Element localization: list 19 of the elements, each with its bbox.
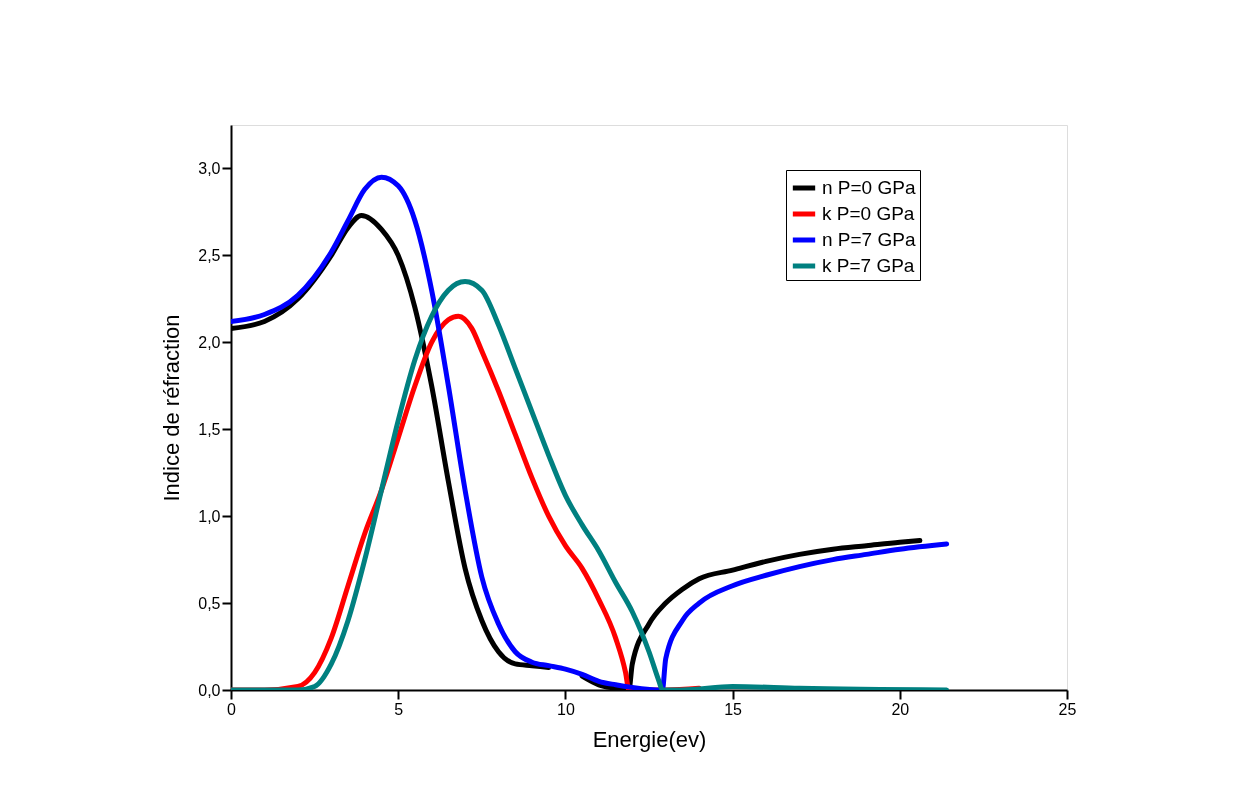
x-tick-label: 0	[227, 700, 237, 718]
y-tick-label: 2,5	[198, 246, 221, 264]
x-tick-label: 25	[1058, 700, 1077, 718]
legend-label: n P=7 GPa	[822, 229, 916, 250]
x-tick-label: 15	[724, 700, 743, 718]
y-axis-title: Indice de réfraction	[159, 314, 185, 502]
y-tick-label: 1,0	[198, 507, 221, 525]
legend-label: k P=0 GPa	[822, 203, 915, 224]
y-tick-label: 0,5	[198, 594, 221, 612]
x-tick-label: 5	[394, 700, 404, 718]
x-tick-label: 10	[557, 700, 575, 718]
legend-label: k P=7 GPa	[822, 255, 915, 276]
y-tick-label: 2,0	[198, 333, 221, 351]
legend-label: n P=0 GPa	[822, 177, 916, 198]
x-tick-label: 20	[891, 700, 910, 718]
y-tick-label: 1,5	[198, 420, 221, 438]
x-axis-title: Energie(ev)	[592, 726, 707, 752]
y-tick-label: 3,0	[198, 159, 221, 177]
y-tick-label: 0,0	[198, 681, 221, 699]
